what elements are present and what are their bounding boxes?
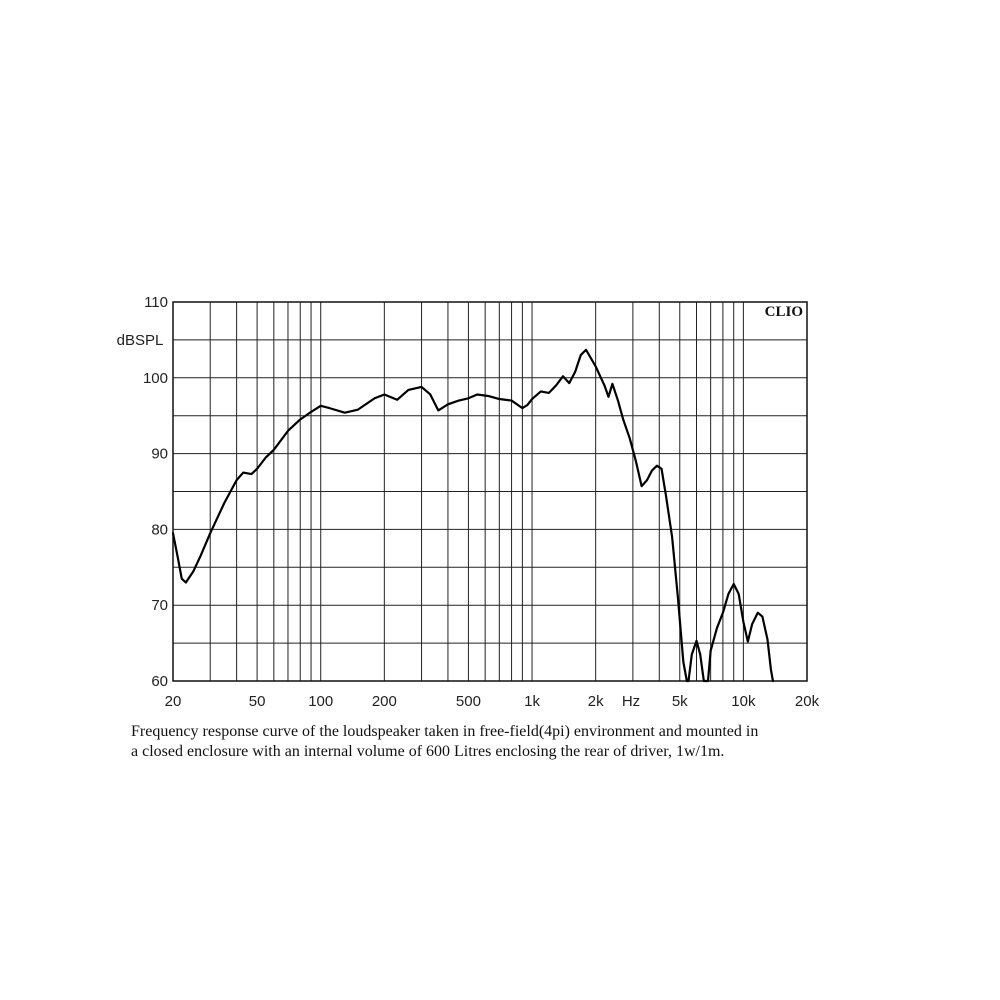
y-tick-label: 70 bbox=[151, 597, 168, 614]
x-tick-label: 1k bbox=[524, 693, 540, 710]
frequency-response-line bbox=[171, 348, 775, 683]
series-layer bbox=[171, 348, 775, 683]
clio-brand-label: CLIO bbox=[765, 304, 803, 320]
plot-area-frame bbox=[172, 301, 808, 682]
x-tick-label: 50 bbox=[249, 693, 266, 710]
chart-caption: Frequency response curve of the loudspea… bbox=[131, 722, 891, 762]
caption-line-2: a closed enclosure with an internal volu… bbox=[131, 743, 725, 760]
x-tick-label: 100 bbox=[308, 693, 333, 710]
chart-grid bbox=[173, 302, 807, 681]
y-tick-label: 110 bbox=[144, 294, 168, 311]
x-tick-label: 2k bbox=[588, 693, 604, 710]
x-tick-label: 20 bbox=[165, 693, 182, 710]
y-tick-label: 60 bbox=[151, 673, 168, 690]
x-tick-label: 500 bbox=[456, 693, 481, 710]
x-axis-tick-labels: 20 50 100 200 500 1k 2k 5k 10k 20k bbox=[165, 693, 820, 710]
caption-line-1: Frequency response curve of the loudspea… bbox=[131, 723, 759, 740]
x-tick-label: 200 bbox=[372, 693, 397, 710]
y-tick-label: 80 bbox=[151, 521, 168, 538]
x-tick-label: 5k bbox=[672, 693, 688, 710]
y-axis-label: dBSPL bbox=[117, 332, 164, 349]
x-axis-unit-label: Hz bbox=[622, 693, 640, 710]
y-tick-label: 100 bbox=[143, 370, 168, 387]
x-tick-label: 20k bbox=[795, 693, 820, 710]
y-axis-tick-labels: 110 100 90 80 70 60 bbox=[143, 294, 168, 690]
y-tick-label: 90 bbox=[151, 446, 168, 463]
x-tick-label: 10k bbox=[731, 693, 756, 710]
